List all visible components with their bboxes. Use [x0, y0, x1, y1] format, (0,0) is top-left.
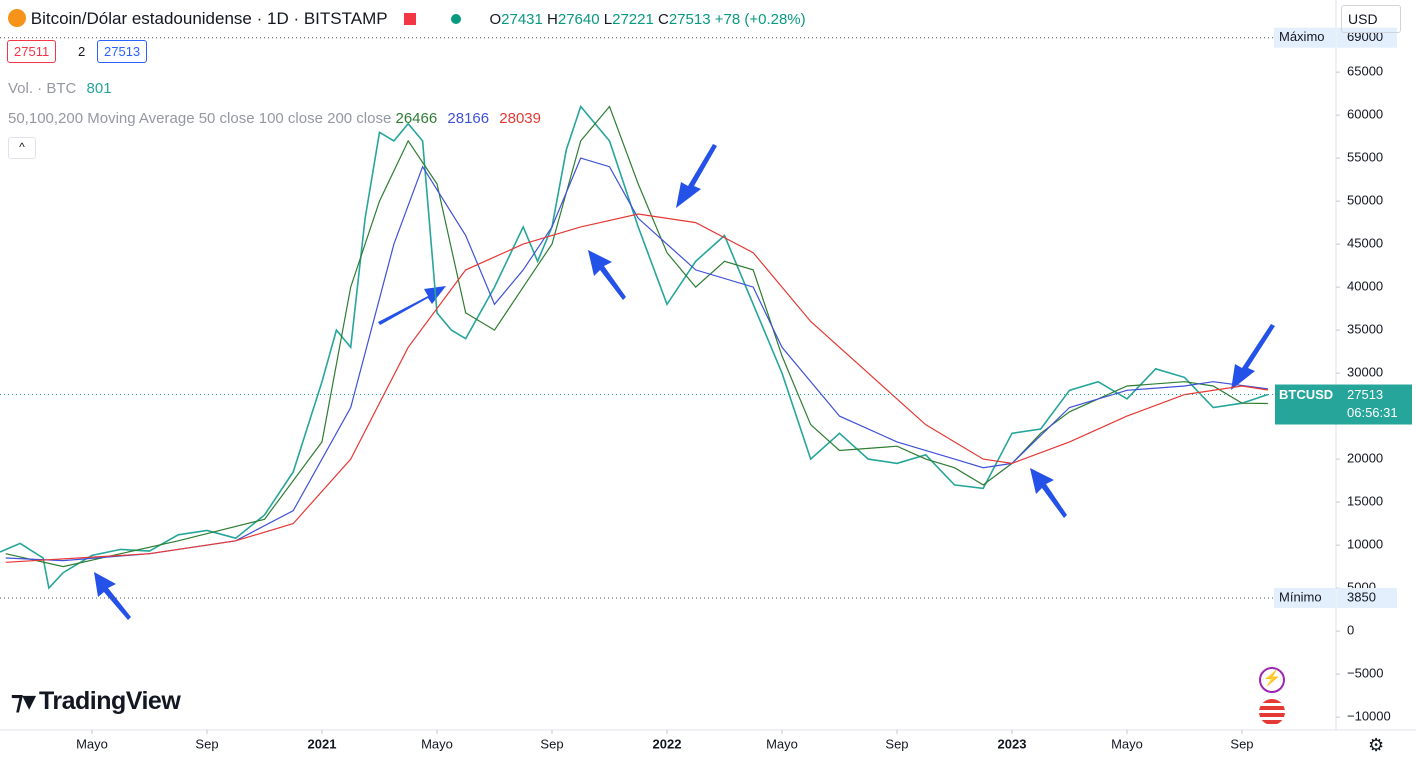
symbol: Bitcoin/Dólar estadounidense · 1D · BITS… [30, 9, 388, 28]
x-tick-label: 2022 [653, 736, 682, 751]
max-label-bg [1274, 27, 1336, 48]
y-tick-label: 35000 [1347, 322, 1383, 337]
flag[interactable] [404, 13, 416, 25]
min-value-bg [1337, 587, 1397, 608]
min-value: 3850 [1347, 589, 1376, 604]
y-tick-label: 10000 [1347, 537, 1383, 552]
y-tick-label: 55000 [1347, 150, 1383, 165]
volume-value: 801 [86, 80, 112, 97]
y-tick-label: 60000 [1347, 107, 1383, 122]
ma-line [5, 213, 1268, 563]
low-label: L [603, 11, 613, 28]
open: 27431 [501, 11, 543, 28]
price-label-bg [1275, 384, 1412, 425]
ma-legend: 50,100,200 Moving Average 50 close 100 c… [8, 110, 541, 127]
volume-label: Vol. · BTC [8, 80, 77, 97]
price-symbol: BTCUSD [1279, 387, 1333, 402]
change: +78 (+0.28%) [714, 11, 806, 28]
y-tick-label: 50000 [1347, 193, 1383, 208]
status [450, 14, 461, 24]
y-tick-label: 45000 [1347, 236, 1383, 251]
symbol-row: Bitcoin/Dólar estadounidense · 1D · BITS… [8, 9, 806, 29]
y-tick-label: 65000 [1347, 64, 1383, 79]
ma-line [5, 105, 1268, 568]
close-label: C [658, 11, 669, 28]
settings-icon[interactable]: ⚙ [1368, 735, 1385, 755]
countdown: 06:56:31 [1347, 405, 1398, 420]
open-label: O [489, 11, 502, 28]
x-tick-label: 2023 [998, 736, 1027, 751]
min-label-bg [1274, 587, 1336, 608]
x-tick-label: 2021 [308, 736, 337, 751]
sell-button[interactable]: 27511 [7, 40, 57, 63]
buy-button[interactable]: 27513 [97, 40, 148, 63]
spread: 2 [78, 44, 86, 59]
x-tick-label: Sep [1230, 736, 1253, 751]
brand: ⁊▾ TradingView [11, 687, 181, 715]
high-label: H [547, 11, 558, 28]
max-label: Máximo [1279, 29, 1325, 44]
ma200-value: 28039 [499, 110, 541, 127]
ma100-value: 28166 [447, 110, 490, 127]
high: 27640 [557, 11, 600, 28]
events-icon[interactable]: ⚡ [1259, 667, 1285, 693]
ma-line [5, 157, 1268, 562]
y-tick-label: −5000 [1347, 666, 1384, 681]
currency-select[interactable]: USD [1341, 5, 1401, 33]
min-label: Mínimo [1279, 589, 1322, 604]
y-tick-label: 0 [1347, 623, 1354, 638]
x-tick-label: Sep [540, 736, 563, 751]
collapse-button[interactable]: ^ [8, 137, 36, 159]
x-tick-label: Mayo [766, 736, 798, 751]
x-tick-label: Sep [885, 736, 908, 751]
us-flag-icon[interactable] [1259, 699, 1285, 725]
volume-legend: Vol. · BTC 801 [8, 80, 112, 97]
ma50-value: 26466 [395, 110, 438, 127]
y-tick-label: 30000 [1347, 365, 1383, 380]
x-tick-label: Mayo [76, 736, 108, 751]
price-line [0, 104, 1269, 590]
y-tick-label: 15000 [1347, 494, 1383, 509]
y-tick-label: −10000 [1347, 709, 1391, 724]
x-tick-label: Sep [195, 736, 218, 751]
x-tick-label: Mayo [421, 736, 453, 751]
brand-text: TradingView [38, 687, 181, 715]
x-tick-label: Mayo [1111, 736, 1143, 751]
annotation-arrows [94, 144, 1275, 620]
close: 27513 [668, 11, 711, 28]
btc-icon [8, 9, 26, 27]
price-value: 27513 [1347, 387, 1383, 402]
low: 27221 [612, 11, 654, 28]
y-tick-label: 40000 [1347, 279, 1383, 294]
y-tick-label: 20000 [1347, 451, 1383, 466]
ma-label: 50,100,200 Moving Average 50 close 100 c… [8, 110, 392, 127]
